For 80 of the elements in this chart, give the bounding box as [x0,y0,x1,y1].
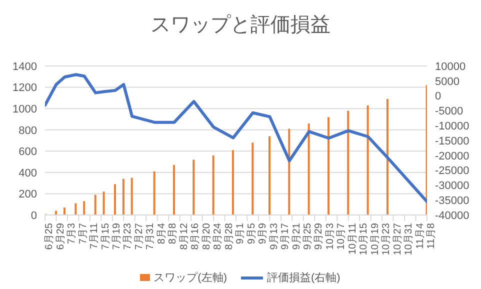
line-series [45,73,427,204]
x-tick-label: 8月24 [212,222,224,250]
x-tick-label: 10月3 [324,222,336,250]
x-tick-label: 8月12 [178,222,190,250]
x-tick-label: 8月20 [201,222,212,250]
bar [172,164,175,215]
bar [386,98,388,215]
x-tick-label: 10月31 [404,222,415,256]
y-tick-label: 200 [18,188,37,201]
bar [55,210,58,215]
x-tick-label: 9月21 [291,222,302,250]
x-tick-label: 10月7 [336,222,348,250]
x-tick-label: 7月27 [134,222,145,250]
x-tick-label: 7月23 [122,222,134,250]
x-tick-label: 9月17 [280,222,292,250]
x-tick-label: 10月19 [370,222,381,256]
x-tick-label: 9月13 [268,222,280,250]
y-tick-label: 0 [30,210,37,222]
y2-tick-label: -5000 [435,106,464,118]
bar [63,208,66,215]
x-tick-label: 11月8 [426,222,438,249]
y2-tick-label: 0 [435,90,442,103]
x-tick-label: 7月7 [78,222,89,244]
y2-tick-label: -20000 [435,150,470,162]
x-tick-label: 8月28 [224,222,235,250]
x-tick-label: 8月8 [168,222,179,244]
bar [83,201,86,215]
bar [74,203,77,215]
bar [94,194,96,215]
bar [366,105,369,215]
bar [327,117,330,215]
bar [212,155,214,215]
bar [122,178,124,215]
y-tick-label: 800 [18,124,37,137]
x-tick-label: 8月4 [156,222,168,244]
x-tick-label: 9月25 [302,222,314,250]
bar [232,150,234,215]
x-tick-label: 8月16 [190,222,202,250]
x-tick-label: 7月11 [89,222,100,249]
y2-tick-label: 10000 [435,60,466,73]
y-tick-label: 1000 [12,103,37,116]
y-tick-label: 600 [18,146,37,158]
bar [288,128,290,215]
x-tick-label: 7月19 [112,222,123,250]
bar [268,136,270,215]
y2-tick-label: -15000 [435,135,470,148]
bar [308,123,310,215]
bar [102,192,105,215]
x-tick-label: 6月25 [44,222,56,250]
x-tick-label: 7月31 [145,222,156,250]
x-tick-label: 9月5 [246,222,258,244]
bar [192,160,195,215]
x-tick-label: 10月27 [392,222,404,256]
x-tick-label: 11月4 [414,222,426,249]
x-tick-label: 10月11 [347,222,358,255]
y-tick-label: 1200 [12,82,37,94]
y2-tick-label: -30000 [435,180,470,192]
legend-label: スワップ(左軸) [154,270,227,285]
x-tick-label: 9月29 [314,222,325,250]
bar [252,142,254,215]
y-tick-label: 400 [18,167,37,180]
x-tick-label: 6月29 [55,222,66,250]
y2-tick-label: -40000 [435,210,470,222]
x-tick-label: 7月3 [66,222,78,244]
bar [114,184,116,215]
bar [347,110,350,215]
y2-tick-label: -35000 [435,195,470,208]
x-tick-label: 9月9 [258,222,269,244]
bar [153,171,156,215]
y2-tick-label: 5000 [435,76,460,88]
legend-label: 評価損益(右軸) [267,271,340,285]
x-tick-label: 7月15 [100,222,112,250]
y2-tick-label: -10000 [435,120,470,133]
x-tick-label: 10月15 [358,222,370,256]
y-tick-label: 1400 [12,60,37,73]
bar [130,178,133,215]
x-tick-label: 10月23 [381,222,392,256]
chart-title: スワップと評価損益 [150,13,332,38]
y2-tick-label: -25000 [435,165,470,178]
x-tick-label: 9月1 [235,222,246,244]
